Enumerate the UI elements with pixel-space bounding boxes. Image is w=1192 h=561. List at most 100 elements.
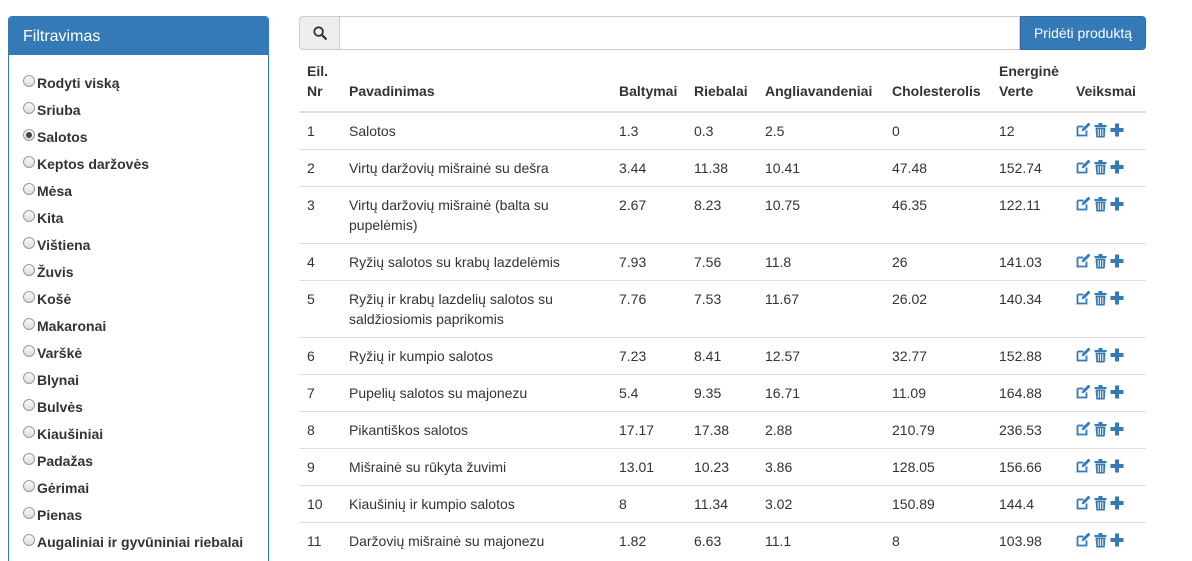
trash-icon[interactable] [1093,122,1107,137]
plus-icon[interactable] [1110,123,1124,137]
table-row: 4 Ryžių salotos su krabų lazdelėmis 7.93 7.… [299,243,1146,281]
edit-icon[interactable] [1076,533,1090,547]
radio-button[interactable] [23,398,35,411]
filter-option[interactable]: Sriuba [23,96,268,123]
add-product-button[interactable]: Pridėti produktą [1020,16,1146,50]
cell-carbs: 11.8 [757,243,884,281]
cell-fat: 9.35 [686,374,757,412]
radio-button[interactable] [23,344,35,357]
radio-button[interactable] [23,155,35,168]
cell-fat: 11.34 [686,485,757,523]
radio-button[interactable] [23,452,35,465]
edit-icon[interactable] [1076,459,1090,473]
cell-energy: 144.4 [991,485,1068,523]
cell-name: Pupelių salotos su majonezu [341,374,611,412]
plus-icon[interactable] [1110,160,1124,174]
trash-icon[interactable] [1093,196,1107,211]
radio-button[interactable] [23,533,35,546]
trash-icon[interactable] [1093,421,1107,436]
filter-option[interactable]: Augaliniai ir gyvūniniai riebalai [23,528,268,555]
radio-button[interactable] [23,290,35,303]
filter-option[interactable]: Pienas [23,501,268,528]
trash-icon[interactable] [1093,253,1107,268]
radio-button[interactable] [23,317,35,330]
radio-button[interactable] [23,101,35,114]
plus-icon[interactable] [1110,459,1124,473]
filter-option[interactable]: Blynai [23,366,268,393]
edit-icon[interactable] [1076,197,1090,211]
trash-icon[interactable] [1093,495,1107,510]
plus-icon[interactable] [1110,385,1124,399]
plus-icon[interactable] [1110,422,1124,436]
row-actions [1076,383,1138,399]
radio-button[interactable] [23,506,35,519]
trash-icon[interactable] [1093,384,1107,399]
plus-icon[interactable] [1110,496,1124,510]
edit-icon[interactable] [1076,254,1090,268]
filter-option[interactable]: Makaronai [23,312,268,339]
filter-option[interactable]: Mėsa [23,177,268,204]
edit-icon[interactable] [1076,496,1090,510]
cell-fat: 7.53 [686,280,757,338]
cell-actions [1068,149,1146,187]
edit-icon[interactable] [1076,160,1090,174]
filter-option[interactable]: Kita [23,204,268,231]
search-icon[interactable] [299,16,339,50]
radio-button[interactable] [23,371,35,384]
filter-option[interactable]: Košė [23,285,268,312]
radio-button[interactable] [23,74,35,87]
filter-option[interactable]: Kiaušiniai [23,420,268,447]
radio-button[interactable] [23,236,35,249]
row-actions [1076,252,1138,268]
table-row: 7 Pupelių salotos su majonezu 5.4 9.35 16.71… [299,374,1146,412]
plus-icon[interactable] [1110,533,1124,547]
cell-name: Ryžių ir krabų lazdelių salotos su saldž… [341,280,611,338]
filter-option[interactable]: Salotos [23,123,268,150]
row-actions [1076,494,1138,510]
radio-button[interactable] [23,425,35,438]
filter-option-label: Blynai [37,371,80,388]
filter-option[interactable]: Varškė [23,339,268,366]
cell-energy: 141.03 [991,243,1068,281]
cell-protein: 7.76 [611,280,686,338]
filter-option[interactable]: Gėrimai [23,474,268,501]
edit-icon[interactable] [1076,291,1090,305]
trash-icon[interactable] [1093,532,1107,547]
radio-button[interactable] [23,263,35,276]
edit-icon[interactable] [1076,385,1090,399]
cell-cholesterol: 0 [884,111,991,150]
filter-option[interactable]: Keptos daržovės [23,150,268,177]
plus-icon[interactable] [1110,291,1124,305]
trash-icon[interactable] [1093,458,1107,473]
row-actions [1076,457,1138,473]
cell-energy: 122.11 [991,186,1068,244]
trash-icon[interactable] [1093,347,1107,362]
plus-icon[interactable] [1110,348,1124,362]
filter-option[interactable]: Vištiena [23,231,268,258]
filter-option-label: Kiaušiniai [37,425,104,442]
plus-icon[interactable] [1110,197,1124,211]
filter-option[interactable]: Bulvės [23,393,268,420]
cell-energy: 236.53 [991,411,1068,449]
filter-option[interactable]: Rodyti viską [23,69,268,96]
cell-name: Ryžių salotos su krabų lazdelėmis [341,243,611,281]
filter-option-label: Salotos [37,128,88,145]
edit-icon[interactable] [1076,422,1090,436]
filter-option-label: Bulvės [37,398,83,415]
edit-icon[interactable] [1076,348,1090,362]
edit-icon[interactable] [1076,123,1090,137]
trash-icon[interactable] [1093,159,1107,174]
trash-icon[interactable] [1093,290,1107,305]
radio-button[interactable] [23,128,35,141]
radio-button[interactable] [23,209,35,222]
cell-carbs: 16.71 [757,374,884,412]
plus-icon[interactable] [1110,254,1124,268]
row-actions [1076,121,1138,137]
search-input[interactable] [339,16,1020,50]
filter-option[interactable]: Žuvis [23,258,268,285]
filter-option-label: Sriuba [37,101,81,118]
cell-cholesterol: 26 [884,243,991,281]
radio-button[interactable] [23,479,35,492]
filter-option[interactable]: Padažas [23,447,268,474]
radio-button[interactable] [23,182,35,195]
